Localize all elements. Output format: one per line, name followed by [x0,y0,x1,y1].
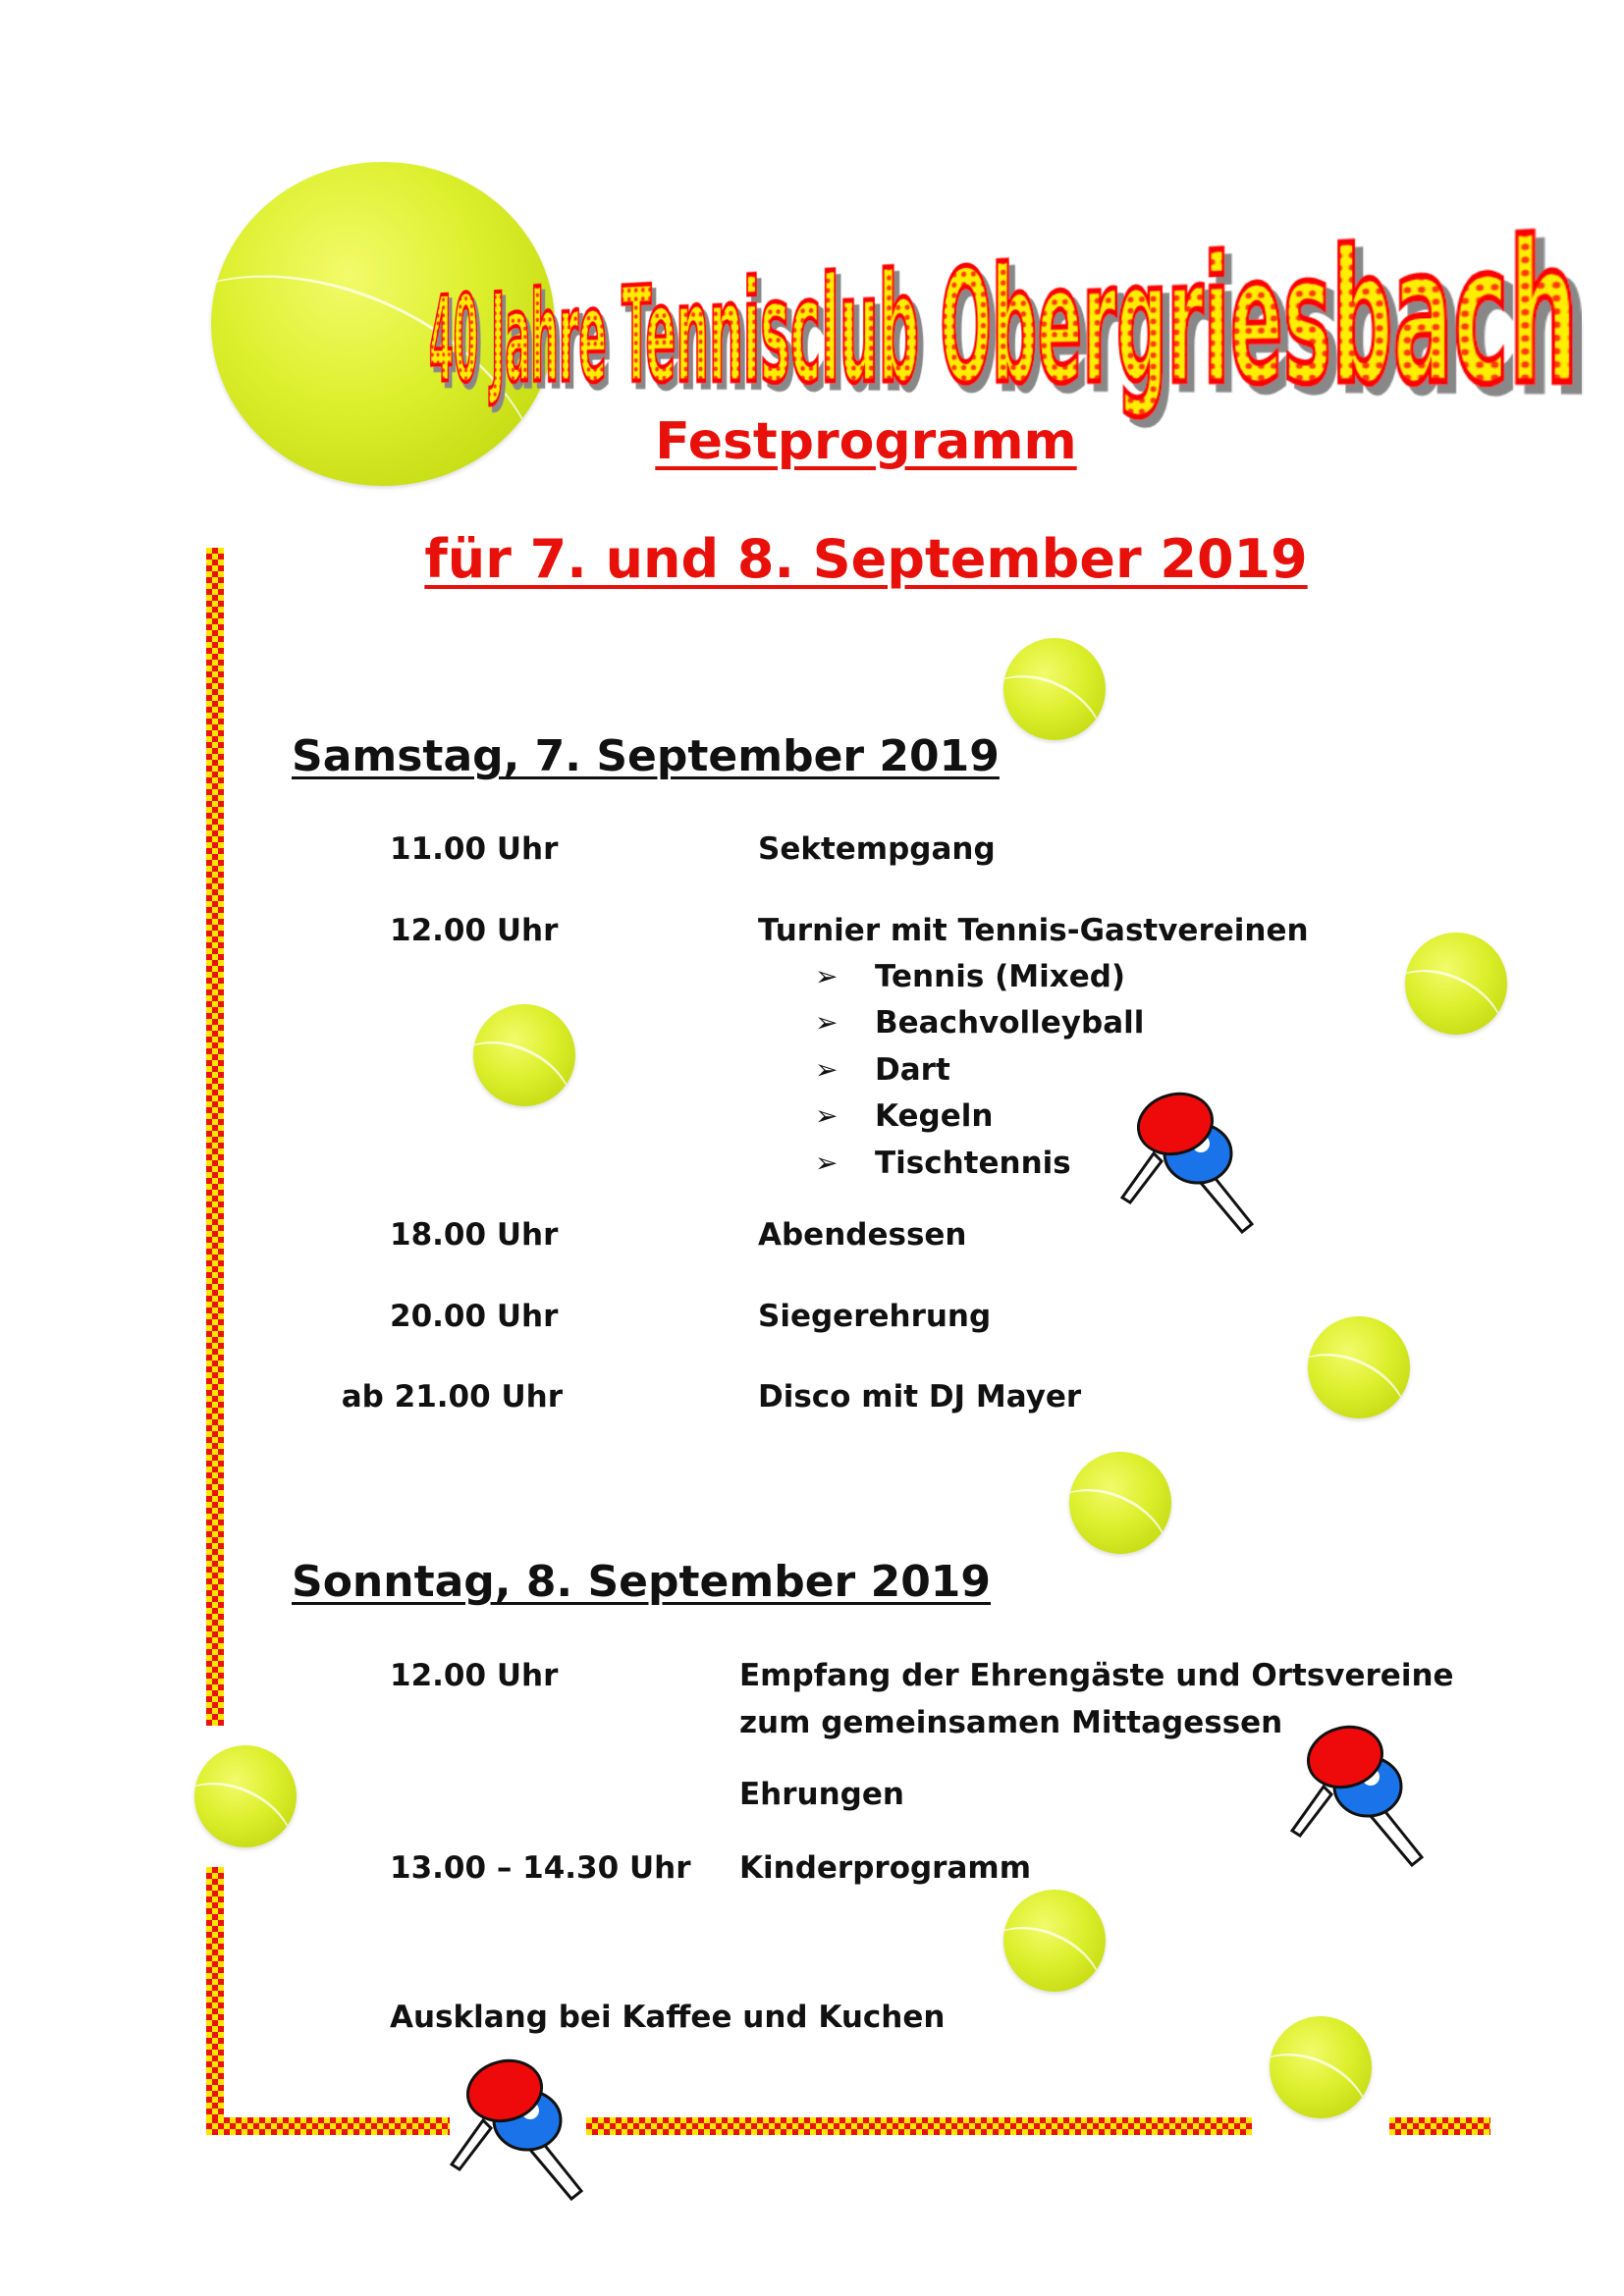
schedule-time: 13.00 – 14.30 Uhr [390,1850,691,1886]
tennis-ball-image [1069,1452,1171,1554]
arrow-bullet-icon: ➢ [815,1053,839,1086]
schedule-activity: Disco mit DJ Mayer [758,1379,1082,1415]
table-tennis-paddles-icon [1289,1725,1425,1868]
schedule-activity: Turnier mit Tennis-Gastvereinen [758,913,1309,948]
tennis-ball-image [1003,1890,1106,1992]
schedule-activity: Ehrungen [739,1777,904,1812]
tennis-ball-large-image [211,162,555,486]
closing-text: Ausklang bei Kaffee und Kuchen [390,2000,946,2035]
schedule-time: ab 21.00 Uhr [341,1379,563,1415]
title-text: 40 Jahre Tennisclub Obergriesbach [429,197,1579,429]
schedule-time: 12.00 Uhr [390,913,559,948]
schedule-activity: Siegerehrung [758,1299,992,1334]
tournament-item: Kegeln [875,1098,994,1134]
border-bottom-1 [206,2117,450,2135]
arrow-bullet-icon: ➢ [815,1147,839,1179]
arrow-bullet-icon: ➢ [815,1006,839,1039]
tournament-item: Dart [875,1052,950,1088]
schedule-activity-line2: zum gemeinsamen Mittagessen [739,1705,1283,1740]
schedule-activity: Abendessen [758,1217,967,1253]
table-tennis-paddles-icon [1119,1092,1255,1235]
subtitle-festprogramm: Festprogramm [655,412,1077,471]
schedule-time: 11.00 Uhr [390,831,559,867]
tennis-ball-image [194,1745,297,1847]
arrow-bullet-icon: ➢ [815,960,839,992]
schedule-activity: Sektempgang [758,831,996,867]
schedule-activity: Empfang der Ehrengäste und Ortsvereine [739,1658,1454,1693]
arrow-bullet-icon: ➢ [815,1099,839,1132]
saturday-heading: Samstag, 7. September 2019 [292,731,1000,781]
schedule-time: 18.00 Uhr [390,1217,559,1253]
schedule-time: 20.00 Uhr [390,1299,559,1334]
border-bottom-2 [586,2117,1252,2135]
event-dates: für 7. und 8. September 2019 [424,528,1308,590]
border-left-bottom [206,1867,224,2135]
border-bottom-3 [1389,2117,1490,2135]
tournament-item: Tischtennis [875,1146,1071,1181]
schedule-time: 12.00 Uhr [390,1658,559,1693]
tennis-ball-image [1003,638,1106,740]
tournament-item: Beachvolleyball [875,1005,1145,1041]
sunday-heading: Sonntag, 8. September 2019 [292,1557,992,1607]
tennis-ball-image [1270,2016,1372,2118]
tennis-ball-image [1308,1316,1410,1418]
tournament-item: Tennis (Mixed) [875,959,1126,994]
border-left-top [206,548,224,1726]
club-title-logo: 40 Jahre Tennisclub Obergriesbach [211,167,1580,432]
tennis-ball-image [1405,933,1507,1035]
schedule-activity: Kinderprogramm [739,1850,1031,1886]
table-tennis-paddles-icon [449,2058,584,2202]
title-wordart: 40 Jahre Tennisclub Obergriesbach [427,196,1580,432]
tennis-ball-image [473,1004,575,1106]
